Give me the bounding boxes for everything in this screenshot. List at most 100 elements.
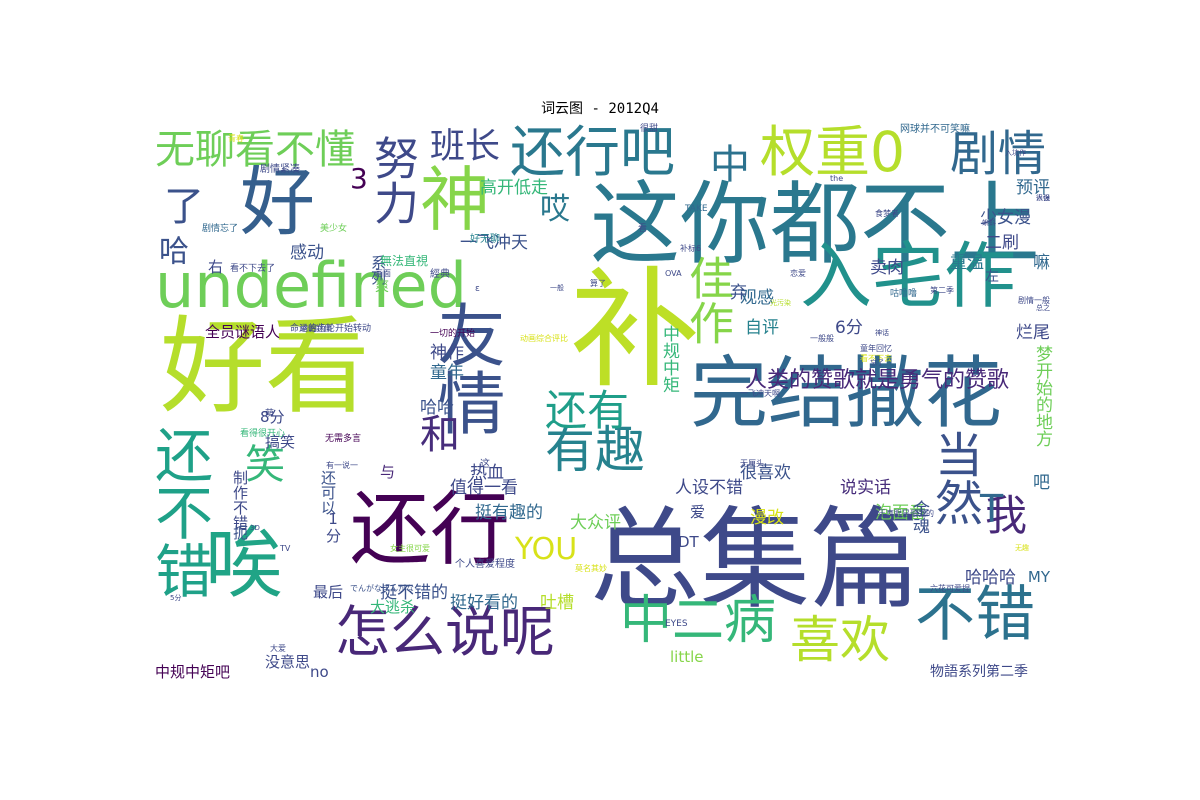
word: TAKE: [685, 204, 708, 214]
word: 光污染: [770, 299, 791, 307]
word: 有趣: [545, 421, 645, 479]
word: T: [980, 487, 1004, 531]
word: 漫改: [750, 508, 784, 528]
word: 泡面番: [875, 503, 926, 523]
word: 当然: [926, 430, 982, 526]
word: 卖肉: [870, 258, 904, 278]
word: EYES: [665, 619, 688, 629]
word: YOU: [515, 532, 578, 567]
word: 六花可爱捏: [930, 584, 970, 593]
word: 总集篇: [590, 496, 920, 624]
word: 剧情一般: [1018, 296, 1050, 305]
word: 3D: [250, 524, 260, 532]
word: 第二季: [930, 286, 954, 295]
word: 8分: [260, 408, 285, 426]
word: 忘了: [870, 359, 884, 367]
word: 补标6: [680, 244, 702, 253]
word: 神话: [875, 329, 889, 337]
word: 重温: [950, 253, 984, 273]
word: 右: [208, 258, 224, 276]
word: 看不下去了: [230, 264, 276, 274]
word: 没意思: [265, 653, 311, 671]
word: 还行: [350, 483, 510, 576]
word: 3: [350, 162, 368, 195]
word: ε: [475, 284, 480, 294]
word: 哎: [540, 192, 570, 227]
word: TV: [280, 544, 291, 553]
word: 看: [638, 224, 648, 234]
word: 爱: [690, 503, 706, 521]
word: 6分: [835, 318, 863, 338]
word: 大爱: [270, 644, 286, 653]
word: 高开低走: [480, 178, 548, 198]
word: 蝌蚪: [982, 219, 996, 227]
word: 左: [985, 269, 999, 285]
word: 画面: [375, 269, 391, 278]
word: 無法直視: [380, 254, 429, 268]
word: 剧情忘了: [202, 224, 239, 234]
word: 1分: [324, 510, 342, 543]
word: 青春: [228, 134, 244, 143]
word: DT: [678, 533, 699, 551]
word: 预评: [1016, 178, 1050, 198]
word: 了: [157, 185, 203, 225]
word: 人设不错: [675, 478, 743, 498]
word: でんがなまんがな: [350, 584, 414, 593]
word: 好无聊: [470, 234, 500, 245]
word: 神: [420, 159, 490, 241]
word: 人类的赞歌就是勇气的赞歌: [745, 368, 1010, 393]
word: 剧情: [950, 126, 1047, 182]
word: 好: [240, 158, 316, 246]
word: 有一说一: [326, 461, 358, 470]
word: 权重0: [760, 120, 905, 184]
word: 經典: [430, 269, 450, 280]
word: 很喜欢: [740, 463, 791, 483]
word: 不错: [915, 580, 1035, 650]
word: 咕噜噜: [890, 289, 918, 299]
word: 吧: [1033, 473, 1050, 493]
word: 5分: [170, 594, 182, 602]
word: 算了: [590, 279, 606, 288]
word: 怎么说呢: [335, 600, 556, 664]
word: 动画综合评比: [520, 334, 568, 343]
word: 无需多言: [325, 434, 362, 444]
word: 人设: [1036, 194, 1050, 202]
word: 金魂: [909, 500, 929, 534]
word: 和: [420, 412, 460, 458]
word: 女主很可爱: [390, 544, 430, 553]
word: 入宅作: [800, 234, 1017, 318]
word: 大逃杀: [370, 598, 416, 616]
word: no: [310, 663, 329, 681]
word: 这: [480, 459, 490, 470]
word: 一般般: [810, 334, 834, 343]
word: 邪王真眼是最强的: [870, 509, 934, 518]
word: 总之: [1036, 304, 1050, 312]
word: 网球并不可笑嘛: [900, 124, 970, 135]
word: 梦开始的地方: [1032, 345, 1052, 447]
word: 无聊看不懂: [155, 127, 355, 173]
word: 很甜: [640, 124, 659, 134]
word: 佳作: [681, 255, 734, 345]
word: 一飞冲天: [460, 233, 528, 253]
word: 好看: [160, 306, 371, 428]
word: 童年: [430, 363, 464, 383]
word: 搞笑: [265, 433, 296, 451]
word: 唉: [205, 519, 284, 609]
word: 嘛: [1033, 253, 1050, 273]
word: 还可以: [319, 470, 337, 515]
word: 友情: [425, 300, 504, 436]
word-cloud: 好看 补 总集篇 这你都不上 还行 完结撒花 undefined 入宅作 唉 好…: [145, 120, 1052, 685]
word: 挺好看的: [450, 593, 518, 613]
word: 我: [985, 491, 1028, 540]
word: 恋爱: [790, 269, 806, 278]
word: 这你都不上: [590, 172, 1040, 277]
word: 爽: [375, 279, 389, 295]
word: 热血: [470, 463, 504, 483]
word: 挺不错的: [380, 583, 448, 603]
word: 还有: [545, 386, 630, 435]
word: 系列: [369, 255, 387, 285]
word: 班长: [430, 127, 501, 167]
word: 自评: [745, 318, 779, 338]
word: 还行吧: [510, 120, 676, 184]
